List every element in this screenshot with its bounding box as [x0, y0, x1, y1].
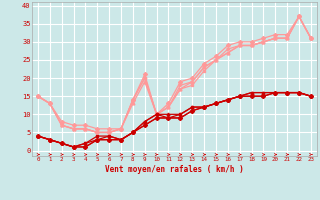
- X-axis label: Vent moyen/en rafales ( km/h ): Vent moyen/en rafales ( km/h ): [105, 165, 244, 174]
